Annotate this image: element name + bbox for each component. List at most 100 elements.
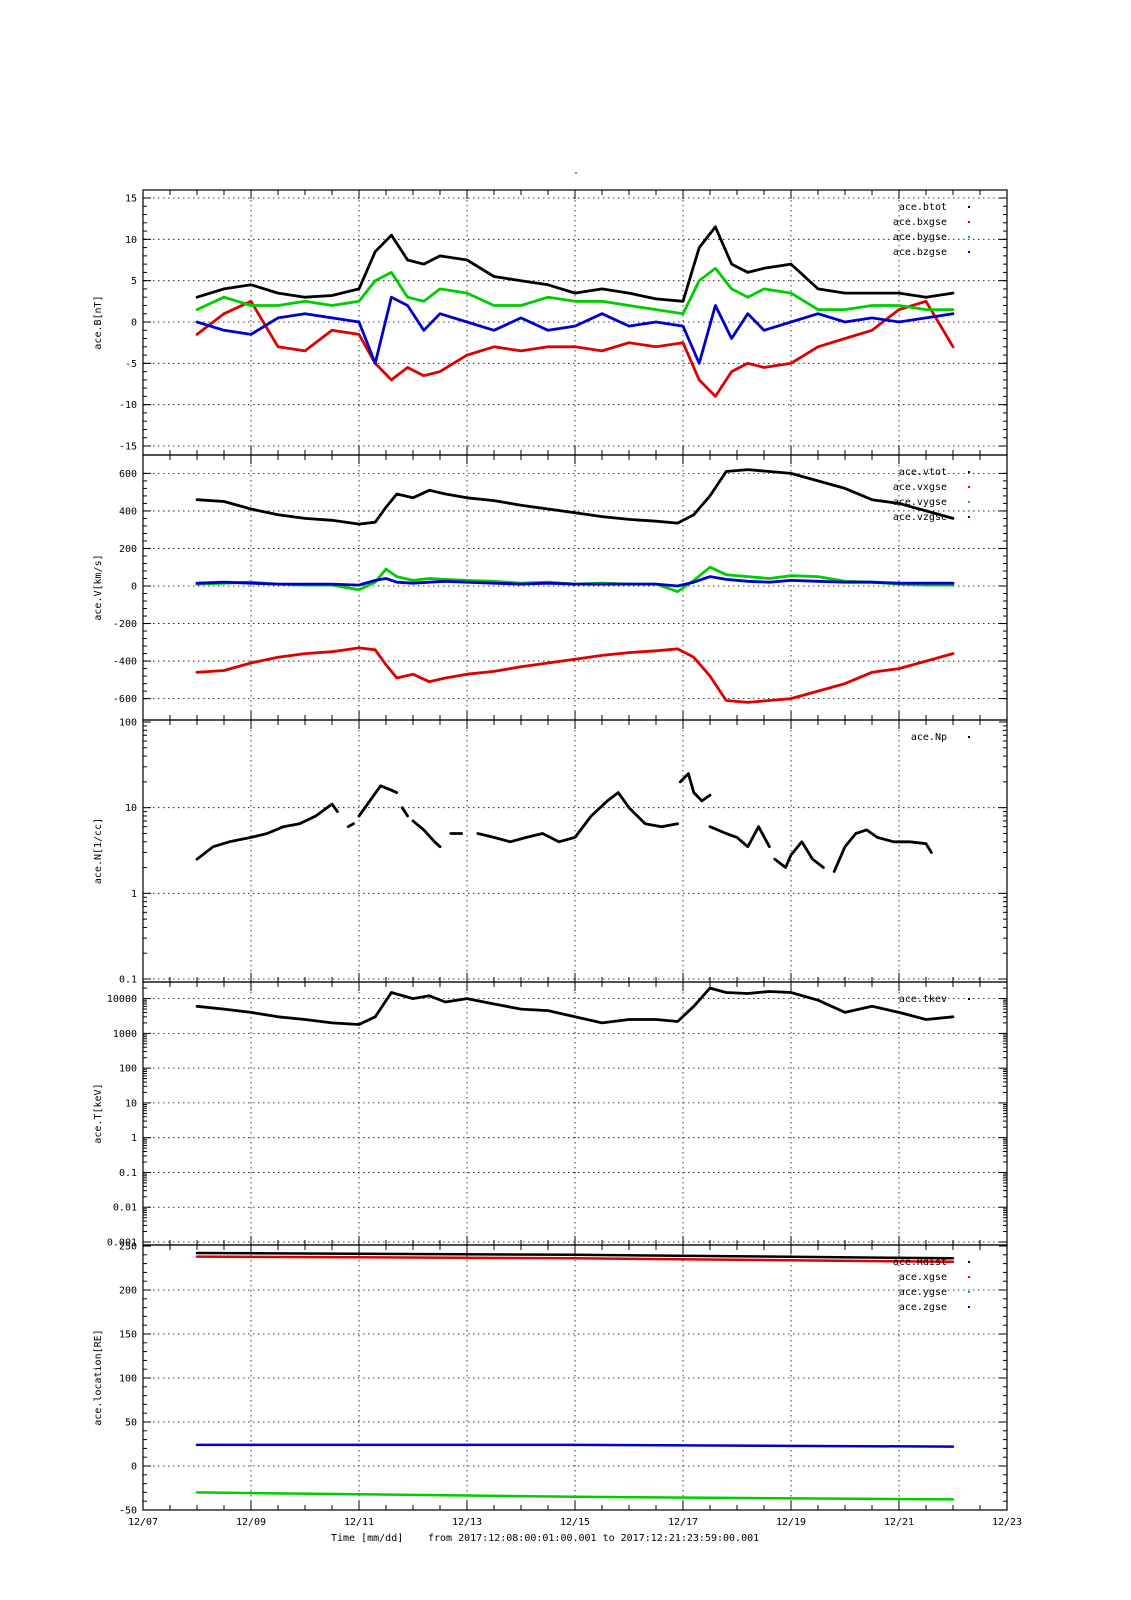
y-tick-label: 10	[125, 1098, 137, 1109]
series-group	[195, 225, 955, 398]
y-tick-label: 15	[125, 194, 137, 205]
legend-entry: ace.xgse	[899, 1272, 947, 1283]
y-tick-label: 5	[131, 276, 137, 287]
y-tick-label: 100	[119, 718, 137, 729]
series-line-ace-vtot	[195, 468, 955, 526]
legend-marker	[968, 1306, 970, 1308]
x-ticks	[142, 190, 1008, 455]
x-axis-title: Time [mm/dd]	[331, 1533, 403, 1544]
legend: ace.tkev	[899, 994, 970, 1005]
series-line-ace-Np	[832, 828, 933, 873]
y-tick-label: 0.1	[119, 975, 137, 986]
x-axis-tick-labels: 12/07 12/09 12/11 12/13 12/15 12/17 12/19 12/21…	[128, 1517, 1022, 1528]
legend-marker	[968, 221, 970, 223]
y-tick-label: 100	[119, 1374, 137, 1385]
panel-grid	[143, 720, 1007, 982]
series-group	[195, 468, 955, 704]
legend: ace.btot ace.bxgse ace.bygse ace.bzgse	[893, 202, 970, 258]
x-tick-label: 12/17	[668, 1517, 698, 1528]
y-tick-label: 100	[119, 1064, 137, 1075]
y-tick-label: 0.01	[113, 1203, 137, 1214]
y-ticks: -15 -10 -5 0 5 10 15	[119, 194, 1007, 453]
panel-4: 0.001 0.01 0.1 1 10 100 1000 10000 ace.T[keV] ace…	[93, 981, 1008, 1249]
time-range-text: from 2017:12:08:00:01:00.001 to 2017:12:…	[428, 1533, 759, 1544]
y-tick-label: 0	[131, 318, 137, 329]
x-ticks	[142, 720, 1008, 982]
series-group	[195, 1251, 955, 1501]
x-tick-label: 12/21	[884, 1517, 914, 1528]
series-line-ace-Rdist	[195, 1251, 955, 1260]
legend-marker	[968, 516, 970, 518]
panel-2: -600 -400 -200 0 200 400 600 ace.V[km/s] ace.vto…	[93, 454, 1008, 721]
series-line-ace-Np	[678, 772, 712, 803]
legend-marker	[968, 471, 970, 473]
series-line-ace-Np	[476, 791, 679, 844]
y-ticks: 0.001 0.01 0.1 1 10 100 1000 10000	[107, 981, 1007, 1249]
y-tick-label: 200	[119, 1286, 137, 1297]
series-line-ace-xgse	[195, 1255, 955, 1264]
y-axis-label: ace.T[keV]	[93, 1083, 104, 1143]
y-axis-label: ace.location[RE]	[93, 1329, 104, 1425]
series-line-ace-Np	[708, 825, 771, 849]
y-tick-label: 0.001	[107, 1238, 137, 1249]
x-tick-label: 12/13	[452, 1517, 482, 1528]
panel-grid	[143, 982, 1007, 1245]
y-tick-label: -50	[119, 1506, 137, 1517]
y-tick-label: 1000	[113, 1029, 137, 1040]
legend-entry: ace.bzgse	[893, 247, 947, 258]
x-tick-label: 12/19	[776, 1517, 806, 1528]
panel-grid	[143, 1245, 1007, 1510]
legend-entry: ace.tkev	[899, 994, 947, 1005]
legend-entry: ace.bygse	[893, 232, 947, 243]
y-tick-label: 200	[119, 544, 137, 555]
panel-frame	[142, 1244, 1008, 1511]
y-axis-label: ace.V[km/s]	[93, 554, 104, 620]
y-axis-label: ace.B[nT]	[93, 295, 104, 349]
legend-entry: ace.ygse	[899, 1287, 947, 1298]
y-tick-label: -5	[125, 359, 137, 370]
y-tick-label: 0	[131, 1462, 137, 1473]
series-line-ace-vzgse	[195, 575, 955, 588]
y-tick-label: -400	[113, 657, 137, 668]
legend-marker	[968, 736, 970, 738]
y-ticks: -600 -400 -200 0 200 400 600	[113, 469, 1007, 705]
legend-entry: ace.vygse	[893, 497, 947, 508]
legend-entry: ace.Rdist	[893, 1257, 947, 1268]
series-line-ace-Np	[400, 806, 410, 818]
series-line-ace-Np	[773, 840, 825, 869]
series-group	[195, 772, 933, 873]
series-group	[195, 986, 955, 1026]
panel-grid	[143, 455, 1007, 720]
series-line-ace-ygse	[195, 1491, 955, 1501]
y-tick-label: 10	[125, 235, 137, 246]
y-ticks: -50 0 50 100 150 200 250	[119, 1242, 1007, 1517]
y-tick-label: 10000	[107, 994, 137, 1005]
legend: ace.vtot ace.vxgse ace.vygse ace.vzgse	[893, 467, 970, 523]
x-tick-label: 12/07	[128, 1517, 158, 1528]
series-line-ace-Np	[195, 802, 339, 861]
series-line-ace-zgse	[195, 1443, 955, 1448]
x-tick-label: 12/09	[236, 1517, 266, 1528]
x-ticks	[142, 455, 1008, 720]
legend-marker	[968, 251, 970, 253]
series-line-ace-Np	[357, 784, 399, 818]
series-line-ace-bzgse	[195, 295, 955, 365]
x-tick-label: 12/15	[560, 1517, 590, 1528]
y-tick-label: 50	[125, 1418, 137, 1429]
panel-1: -15 -10 -5 0 5 10 15 ace.B[nT] ace.btot ace.bxgse…	[93, 189, 1008, 456]
y-axis-label: ace.N[1/cc]	[93, 818, 104, 884]
x-tick-label: 12/23	[992, 1517, 1022, 1528]
legend-marker	[968, 1276, 970, 1278]
legend-entry: ace.btot	[899, 202, 947, 213]
y-tick-label: 600	[119, 469, 137, 480]
legend-entry: ace.vtot	[899, 467, 947, 478]
y-tick-label: 1	[131, 1133, 137, 1144]
y-tick-label: 400	[119, 506, 137, 517]
y-tick-label: -15	[119, 442, 137, 453]
legend: ace.Np	[911, 732, 970, 743]
legend-marker	[968, 998, 970, 1000]
legend-marker	[968, 1291, 970, 1293]
legend-entry: ace.Np	[911, 732, 947, 743]
y-tick-label: -10	[119, 400, 137, 411]
